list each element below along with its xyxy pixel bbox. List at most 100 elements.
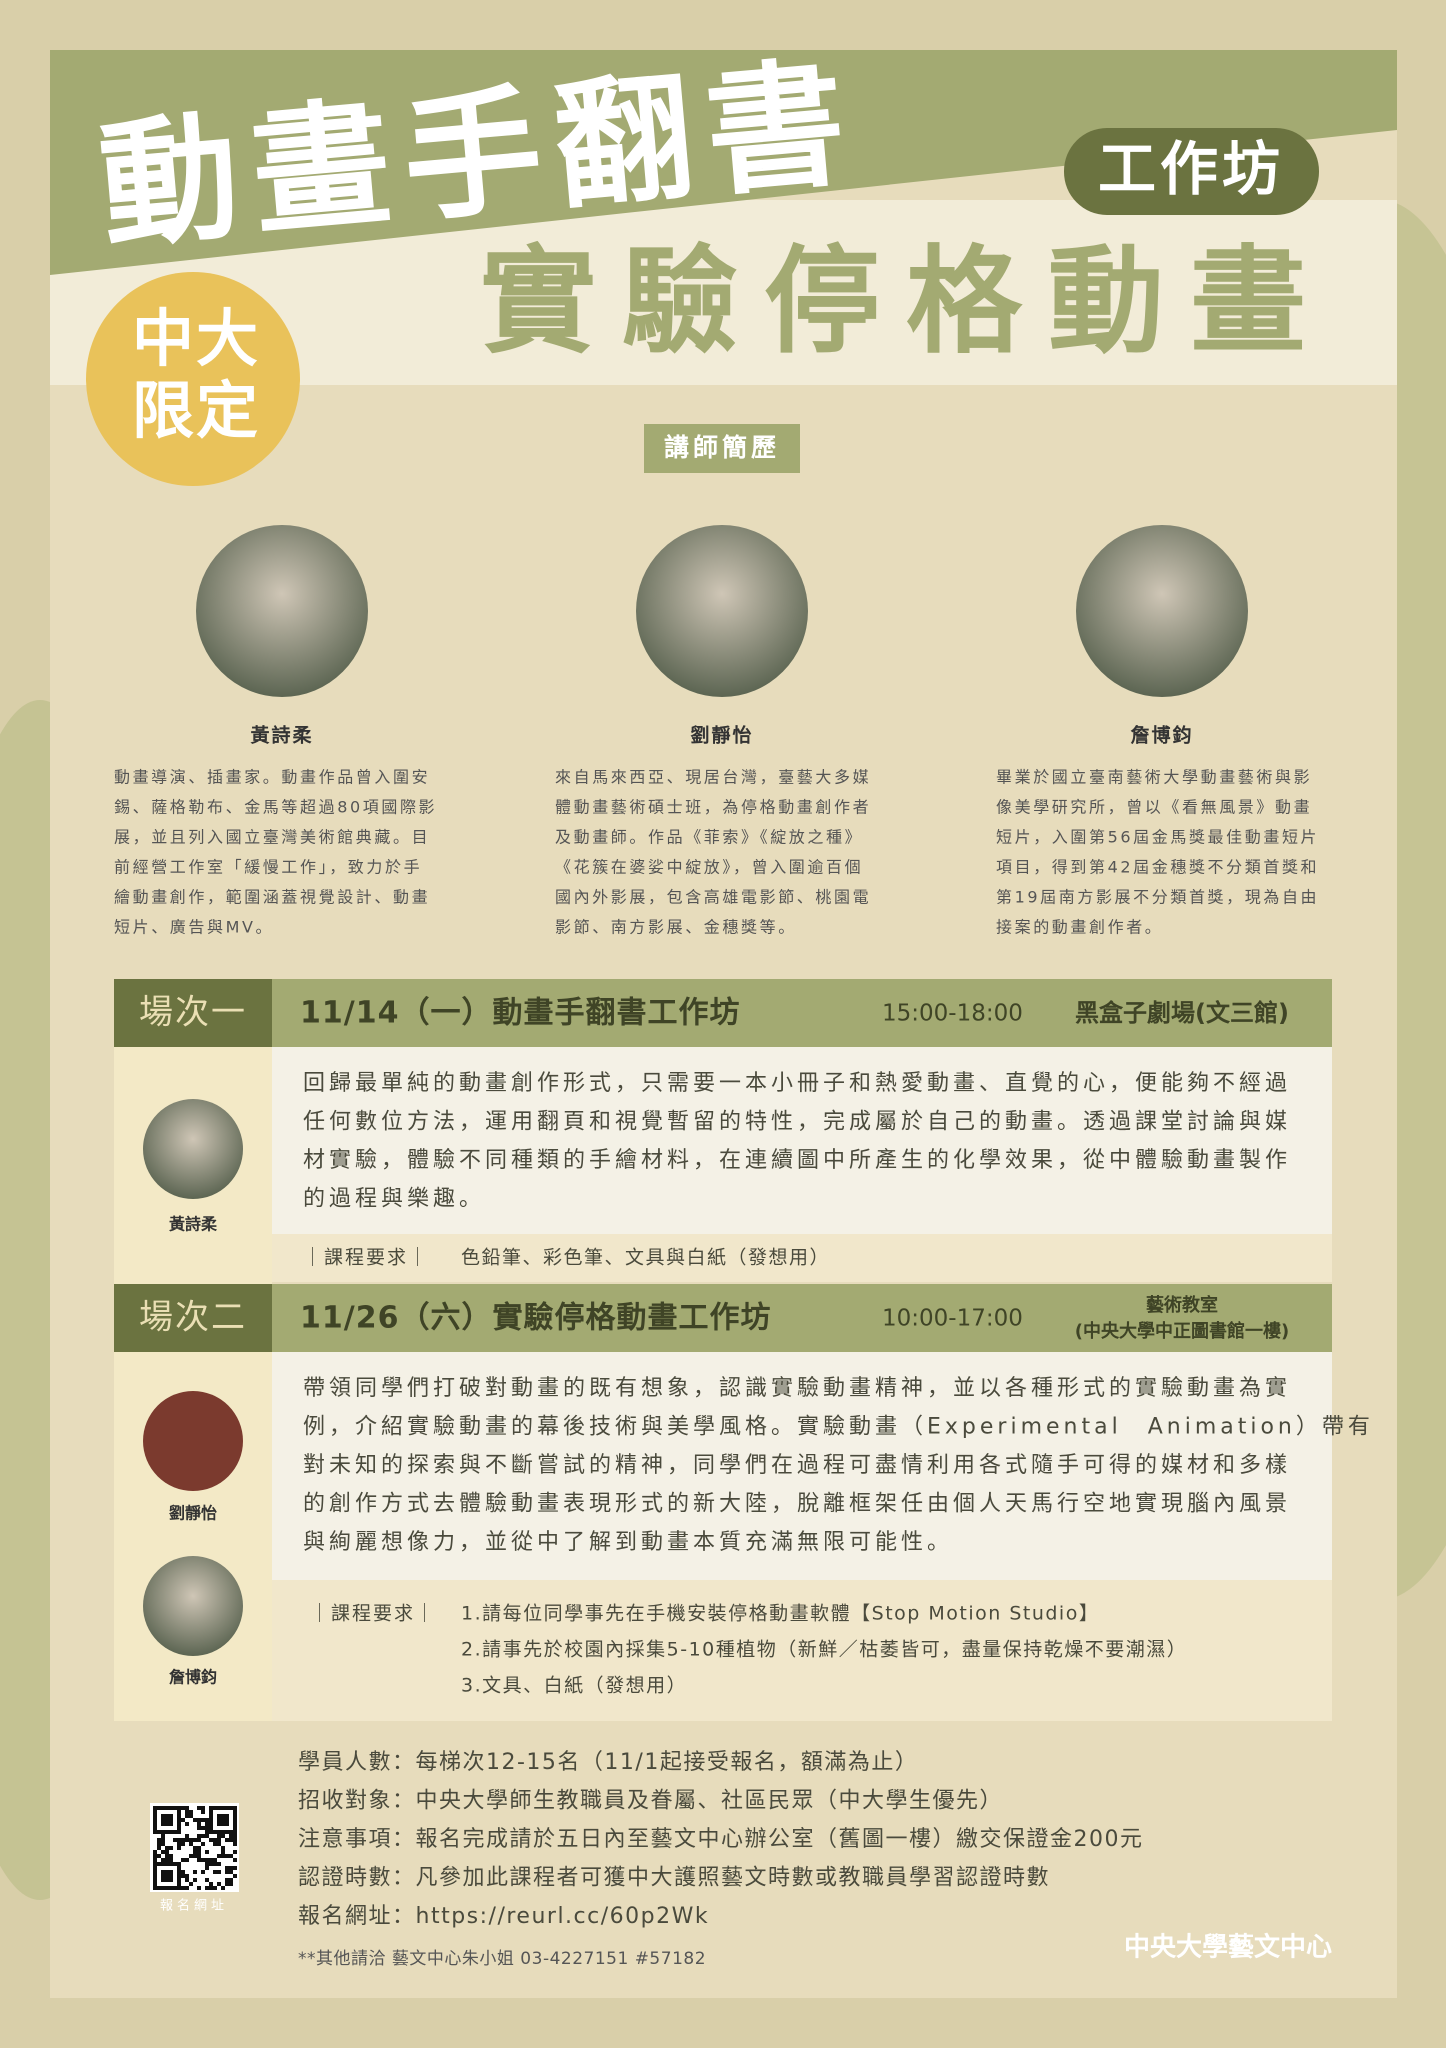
session-venue: 藝術教室	[1146, 1294, 1218, 1316]
qr-cell	[201, 1858, 205, 1862]
qr-cell	[205, 1878, 209, 1882]
qr-cell	[197, 1850, 201, 1854]
qr-cell	[165, 1878, 169, 1882]
qr-cell	[213, 1862, 217, 1866]
session-description: 與絢麗想像力，並從中了解到動畫本質充滿無限可能性。	[303, 1530, 953, 1555]
contact: **其他請洽 藝文中心朱小姐 03-4227151 #57182	[298, 1949, 706, 1969]
info-line: 認證時數：凡參加此課程者可獲中大護照藝文時數或教職員學習認證時數	[298, 1866, 1050, 1891]
qr-cell	[225, 1830, 229, 1834]
qr-cell	[197, 1886, 201, 1890]
qr-cell	[217, 1882, 221, 1886]
qr-cell	[165, 1846, 169, 1850]
qr-cell	[193, 1850, 197, 1854]
qr-cell	[169, 1878, 173, 1882]
qr-cell	[153, 1822, 157, 1826]
qr-cell	[197, 1858, 201, 1862]
qr-cell	[209, 1858, 213, 1862]
qr-cell	[213, 1842, 217, 1846]
badge-pill	[1064, 128, 1319, 215]
instructor-bio: 前經營工作室「緩慢工作」，致力於手	[114, 858, 422, 877]
qr-cell	[209, 1806, 213, 1810]
info-line: 報名網址：https://reurl.cc/60p2Wk	[298, 1904, 709, 1929]
qr-cell	[209, 1882, 213, 1886]
qr-caption: 報名網址	[160, 1898, 228, 1914]
qr-cell	[161, 1830, 165, 1834]
info-line: 注意事項：報名完成請於五日內至藝文中心辦公室（舊圖一樓）繳交保證金200元	[298, 1827, 1144, 1852]
qr-cell	[189, 1838, 193, 1842]
qr-cell	[193, 1838, 197, 1842]
qr-cell	[169, 1818, 173, 1822]
qr-cell	[161, 1814, 165, 1818]
qr-cell	[193, 1846, 197, 1850]
qr-cell	[213, 1830, 217, 1834]
qr-cell	[181, 1858, 185, 1862]
qr-cell	[217, 1814, 221, 1818]
qr-cell	[177, 1822, 181, 1826]
qr-cell	[153, 1886, 157, 1890]
qr-cell	[169, 1814, 173, 1818]
portrait	[1076, 525, 1248, 697]
session-portrait	[143, 1391, 243, 1491]
requirement-label: ｜課程要求｜	[303, 1247, 429, 1269]
qr-cell	[201, 1826, 205, 1830]
qr-cell	[193, 1818, 197, 1822]
qr-cell	[185, 1874, 189, 1878]
session-header	[272, 979, 1332, 1047]
qr-cell	[233, 1822, 237, 1826]
instructor-name: 劉靜怡	[690, 724, 753, 747]
qr-cell	[209, 1830, 213, 1834]
qr-cell	[181, 1806, 185, 1810]
qr-cell	[205, 1822, 209, 1826]
qr-cell	[173, 1862, 177, 1866]
qr-cell	[233, 1830, 237, 1834]
qr-cell	[189, 1854, 193, 1858]
qr-cell	[233, 1834, 237, 1838]
qr-cell	[177, 1886, 181, 1890]
qr-cell	[205, 1830, 209, 1834]
qr-cell	[213, 1806, 217, 1810]
requirement: 色鉛筆、彩色筆、文具與白紙（發想用）	[461, 1247, 830, 1269]
instructor-bio: 國內外影展，包含高雄電影節、桃園電	[555, 888, 871, 907]
qr-cell	[225, 1838, 229, 1842]
qr-cell	[209, 1810, 213, 1814]
subtitle: 實驗停格動畫	[480, 235, 1332, 370]
qr-cell	[221, 1822, 225, 1826]
session-instructor: 詹博鈞	[169, 1668, 217, 1687]
qr-cell	[161, 1822, 165, 1826]
qr-cell	[169, 1862, 173, 1866]
qr-cell	[177, 1862, 181, 1866]
qr-pattern	[153, 1806, 237, 1890]
qr-cell	[217, 1842, 221, 1846]
requirement: 3.文具、白紙（發想用）	[461, 1675, 687, 1697]
qr-cell	[217, 1838, 221, 1842]
qr-cell	[209, 1862, 213, 1866]
qr-cell	[177, 1814, 181, 1818]
qr-cell	[233, 1874, 237, 1878]
instructor-bio: 及動畫師。作品《菲索》《綻放之種》	[555, 828, 863, 847]
qr-cell	[153, 1810, 157, 1814]
requirement-label: ｜課程要求｜	[310, 1603, 436, 1625]
qr-cell	[193, 1854, 197, 1858]
qr-cell	[229, 1870, 233, 1874]
session-label-box	[114, 979, 272, 1047]
qr-cell	[213, 1886, 217, 1890]
qr-cell	[197, 1838, 201, 1842]
qr-cell	[209, 1838, 213, 1842]
qr-cell	[165, 1874, 169, 1878]
qr-cell	[177, 1830, 181, 1834]
qr-cell	[229, 1882, 233, 1886]
qr-cell	[225, 1870, 229, 1874]
qr-cell	[205, 1826, 209, 1830]
qr-cell	[225, 1822, 229, 1826]
qr-cell	[177, 1870, 181, 1874]
qr-cell	[229, 1866, 233, 1870]
qr-cell	[221, 1814, 225, 1818]
session-label-box	[114, 1284, 272, 1352]
qr-cell	[181, 1874, 185, 1878]
instructor-bio: 短片、廣告與MV。	[114, 918, 274, 937]
qr-cell	[165, 1806, 169, 1810]
qr-cell	[209, 1818, 213, 1822]
qr-cell	[177, 1826, 181, 1830]
qr-cell	[225, 1814, 229, 1818]
qr-cell	[233, 1810, 237, 1814]
